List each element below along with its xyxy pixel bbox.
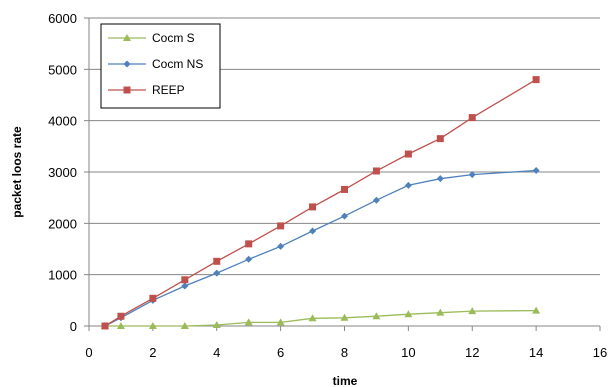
x-axis-title: time <box>333 374 358 387</box>
data-point-2-5 <box>245 240 253 248</box>
data-point-2-0 <box>101 322 109 330</box>
y-tick-label-6: 6000 <box>48 11 77 26</box>
series-1 <box>101 166 540 330</box>
legend-swatch-marker-0 <box>123 34 131 41</box>
data-point-1-8 <box>341 212 348 220</box>
data-point-1-10 <box>404 181 412 189</box>
x-tick-label-0: 0 <box>85 345 92 360</box>
legend: Cocm S Cocm NS REEP <box>100 23 221 109</box>
legend-items: Cocm S Cocm NS REEP <box>108 31 203 97</box>
data-point-0-3 <box>180 322 189 329</box>
series-line-2 <box>104 79 537 327</box>
x-tick-label-6: 12 <box>465 345 479 360</box>
data-point-2-4 <box>213 257 221 265</box>
data-point-1-5 <box>245 255 253 263</box>
data-point-2-13 <box>532 76 540 84</box>
data-point-1-11 <box>436 175 444 183</box>
x-tick-label-8: 16 <box>593 345 607 360</box>
x-tick-label-3: 6 <box>277 345 284 360</box>
series-0 <box>100 306 541 329</box>
data-point-0-9 <box>372 312 381 320</box>
x-tick-label-5: 10 <box>401 345 415 360</box>
legend-swatch-marker-2 <box>123 86 131 94</box>
y-tick-label-0: 0 <box>70 319 77 334</box>
y-axis-title: packet loos rate <box>10 126 24 218</box>
x-tick-label-4: 8 <box>341 345 348 360</box>
series-line-1 <box>104 169 537 327</box>
data-point-0-5 <box>244 318 253 326</box>
data-point-1-13 <box>532 166 540 174</box>
data-point-2-2 <box>149 294 157 302</box>
data-point-1-9 <box>372 196 380 204</box>
y-tick-label-2: 2000 <box>48 216 77 231</box>
data-point-1-3 <box>181 282 189 290</box>
data-point-2-9 <box>372 167 380 175</box>
data-point-2-3 <box>181 276 189 284</box>
data-point-0-6 <box>276 318 285 326</box>
y-tick-label-5: 5000 <box>48 62 77 77</box>
data-point-0-4 <box>212 320 221 328</box>
y-tick-label-1: 1000 <box>48 268 77 283</box>
data-point-2-7 <box>309 203 317 211</box>
series-2 <box>101 76 540 330</box>
data-point-2-6 <box>277 222 285 230</box>
data-point-0-2 <box>148 322 157 329</box>
x-tick-label-1: 2 <box>149 345 156 360</box>
legend-item-1: Cocm NS <box>108 57 203 71</box>
legend-item-0: Cocm S <box>108 31 195 45</box>
data-point-2-10 <box>404 150 412 158</box>
data-point-1-12 <box>468 171 476 179</box>
data-point-1-6 <box>277 242 285 250</box>
series-line-0 <box>105 309 537 327</box>
data-point-0-11 <box>436 308 445 316</box>
legend-label-0: Cocm S <box>152 31 195 45</box>
series-group <box>100 76 541 330</box>
data-point-2-1 <box>117 312 125 320</box>
data-point-1-4 <box>213 269 221 277</box>
y-tick-label-3: 3000 <box>48 165 77 180</box>
y-tick-label-4: 4000 <box>48 114 77 129</box>
data-point-0-7 <box>308 314 317 322</box>
data-point-0-8 <box>340 313 349 321</box>
data-point-2-11 <box>436 135 444 143</box>
data-point-0-10 <box>404 310 413 318</box>
x-tick-label-2: 4 <box>213 345 220 360</box>
x-tick-label-7: 14 <box>529 345 543 360</box>
data-point-2-8 <box>341 185 348 193</box>
data-point-0-12 <box>468 307 477 315</box>
legend-swatch-marker-1 <box>123 60 131 68</box>
data-point-1-7 <box>309 227 317 235</box>
legend-label-1: Cocm NS <box>152 57 203 71</box>
data-point-0-13 <box>532 306 541 314</box>
legend-label-2: REEP <box>152 83 185 97</box>
data-point-2-12 <box>468 114 476 122</box>
legend-item-2: REEP <box>108 83 185 97</box>
data-point-0-1 <box>116 322 125 329</box>
